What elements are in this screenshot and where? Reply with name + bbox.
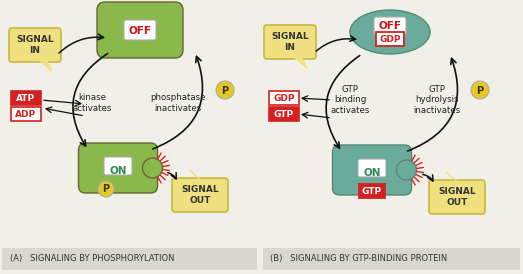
Text: ON: ON: [363, 168, 381, 178]
FancyBboxPatch shape: [9, 28, 61, 62]
Ellipse shape: [142, 158, 163, 178]
FancyBboxPatch shape: [333, 145, 412, 195]
Ellipse shape: [350, 10, 430, 54]
FancyBboxPatch shape: [269, 107, 299, 121]
FancyBboxPatch shape: [263, 248, 520, 270]
Text: GTP: GTP: [362, 187, 382, 196]
Circle shape: [216, 81, 234, 99]
FancyBboxPatch shape: [11, 91, 41, 105]
FancyBboxPatch shape: [172, 178, 228, 212]
Circle shape: [98, 181, 114, 197]
FancyBboxPatch shape: [264, 25, 316, 59]
FancyBboxPatch shape: [78, 143, 157, 193]
FancyBboxPatch shape: [11, 107, 41, 121]
Text: OFF: OFF: [379, 21, 402, 31]
Text: kinase
activates: kinase activates: [72, 93, 112, 113]
Text: SIGNAL
OUT: SIGNAL OUT: [438, 187, 476, 207]
FancyBboxPatch shape: [269, 91, 299, 105]
Text: SIGNAL
IN: SIGNAL IN: [16, 35, 54, 55]
Polygon shape: [293, 56, 307, 68]
Text: GDP: GDP: [273, 94, 295, 103]
Circle shape: [471, 81, 489, 99]
FancyBboxPatch shape: [429, 180, 485, 214]
Text: phosphatase
inactivates: phosphatase inactivates: [150, 93, 206, 113]
Ellipse shape: [396, 160, 416, 180]
FancyBboxPatch shape: [358, 159, 386, 177]
FancyBboxPatch shape: [97, 2, 183, 58]
Text: GTP
binding
activates: GTP binding activates: [331, 85, 370, 115]
Polygon shape: [38, 59, 52, 71]
Text: ATP: ATP: [16, 94, 36, 103]
FancyBboxPatch shape: [376, 32, 404, 46]
Text: GTP: GTP: [274, 110, 294, 119]
Text: ON: ON: [109, 166, 127, 176]
Text: GTP
hydrolysis
inactivates: GTP hydrolysis inactivates: [413, 85, 461, 115]
Text: SIGNAL
OUT: SIGNAL OUT: [181, 185, 219, 205]
FancyBboxPatch shape: [124, 20, 156, 40]
FancyBboxPatch shape: [104, 157, 132, 175]
Text: (B)   SIGNALING BY GTP-BINDING PROTEIN: (B) SIGNALING BY GTP-BINDING PROTEIN: [270, 255, 447, 264]
Text: OFF: OFF: [129, 26, 152, 36]
Text: P: P: [103, 184, 109, 195]
Text: (A)   SIGNALING BY PHOSPHORYLATION: (A) SIGNALING BY PHOSPHORYLATION: [10, 255, 175, 264]
Polygon shape: [447, 172, 459, 183]
FancyBboxPatch shape: [374, 17, 406, 35]
Text: GDP: GDP: [379, 35, 401, 44]
FancyBboxPatch shape: [2, 248, 257, 270]
Text: ADP: ADP: [16, 110, 37, 119]
Text: P: P: [221, 85, 229, 96]
FancyBboxPatch shape: [359, 184, 385, 198]
Polygon shape: [189, 170, 201, 181]
Text: P: P: [476, 85, 484, 96]
Text: SIGNAL
IN: SIGNAL IN: [271, 32, 309, 52]
